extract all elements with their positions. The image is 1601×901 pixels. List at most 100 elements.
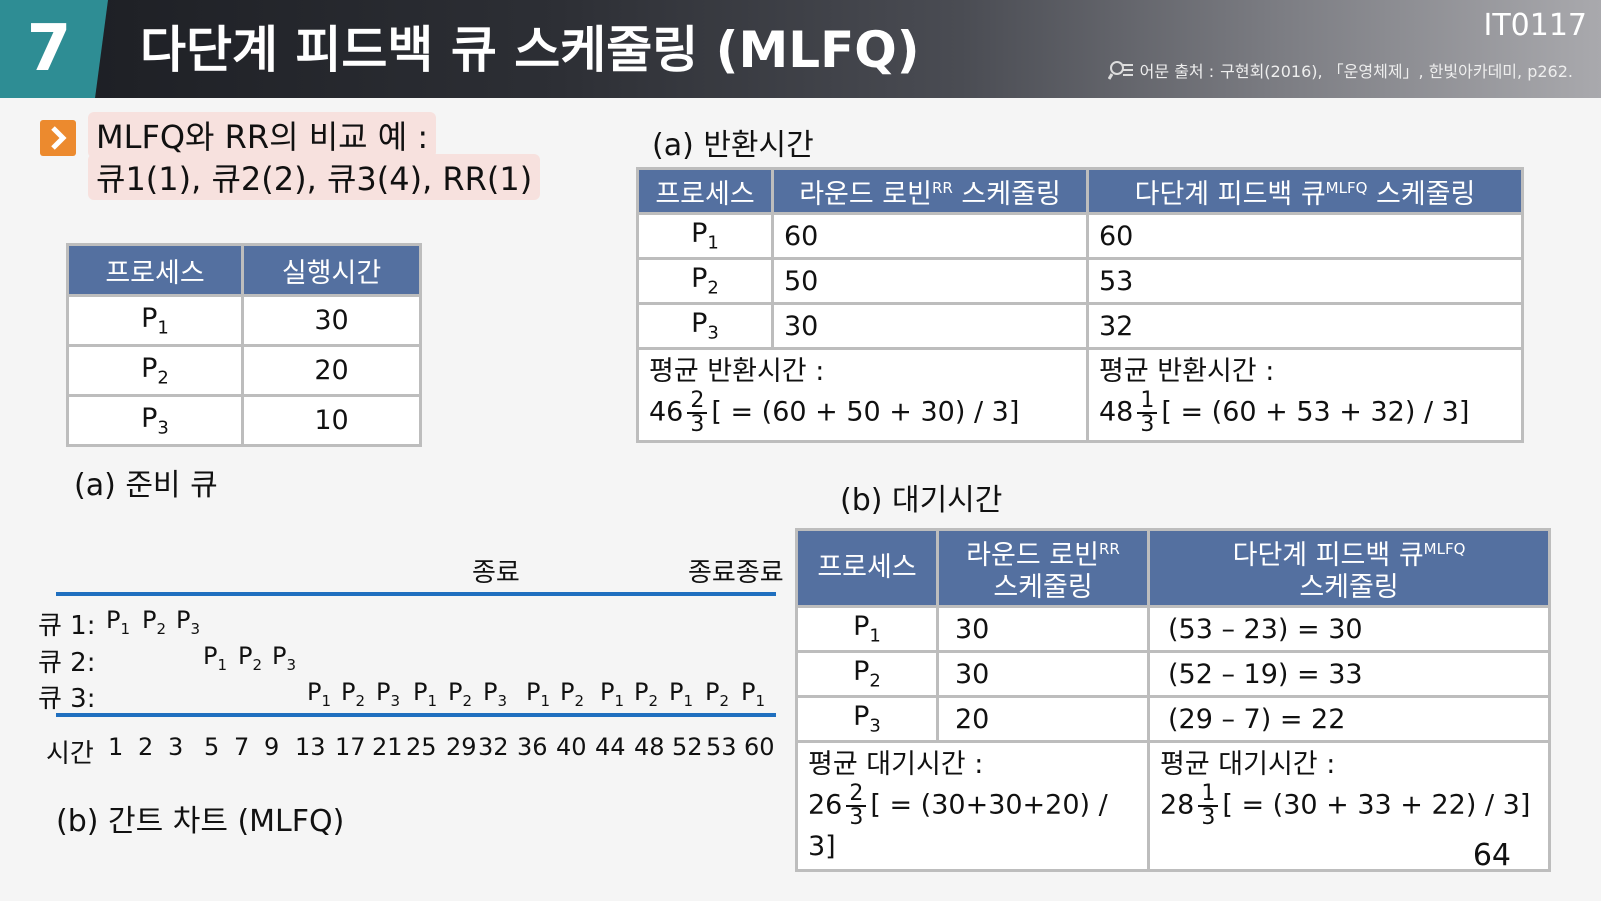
average-label: 평균 반환시간 :	[1099, 356, 1275, 387]
process-cell: P2	[69, 347, 241, 394]
gantt-slot-q3-0: P1	[307, 678, 332, 710]
gantt-slot-q3-10: P1	[669, 678, 694, 710]
time-tick-2: 3	[168, 733, 184, 761]
intro-line-1: MLFQ와 RR의 비교 예 :	[88, 112, 437, 158]
time-tick-17: 53	[706, 733, 737, 761]
gantt-slot-q1-2: P3	[176, 606, 201, 638]
queue-2-label: 큐 2:	[38, 648, 96, 678]
ready-queue-table: 프로세스 실행시간 P1 30 P2 20 P3 10	[66, 243, 422, 447]
turnaround-table: 프로세스 라운드 로빈RR 스케줄링 다단계 피드백 큐MLFQ 스케줄링 P1…	[636, 167, 1524, 443]
time-tick-1: 2	[138, 733, 154, 761]
gantt-slot-q2-1: P2	[238, 642, 263, 674]
turnaround-caption: (a) 반환시간	[652, 128, 814, 163]
gantt-slot-q3-8: P1	[600, 678, 625, 710]
mlfq-cell: (53 – 23) = 30	[1150, 608, 1548, 650]
average-label: 평균 대기시간 :	[808, 749, 984, 780]
source-text: 구현회(2016), 「운영체제」, 한빛아카데미, p262.	[1220, 62, 1573, 81]
mlfq-average-cell: 평균 반환시간 : 48 1 3[ = (60 + 53 + 32) / 3]	[1089, 350, 1521, 440]
time-tick-18: 60	[744, 733, 775, 761]
chapter-number: 7	[0, 0, 108, 98]
time-tick-4: 7	[234, 733, 250, 761]
gantt-slot-q3-1: P2	[341, 678, 366, 710]
gantt-caption: (b) 간트 차트 (MLFQ)	[56, 804, 345, 839]
process-cell: P3	[69, 397, 241, 444]
time-tick-9: 25	[406, 733, 437, 761]
document-code: IT0117	[1483, 8, 1587, 43]
mlfq-cell: 53	[1089, 260, 1521, 302]
waiting-caption: (b) 대기시간	[840, 483, 1003, 518]
process-cell: P2	[798, 653, 936, 695]
rr-average-cell: 평균 반환시간 : 46 2 3[ = (60 + 50 + 30) / 3]	[639, 350, 1086, 440]
time-tick-10: 29	[446, 733, 477, 761]
table-row: P2 30 (52 – 19) = 33	[798, 653, 1548, 695]
time-tick-0: 1	[108, 733, 124, 761]
header-mlfq: 다단계 피드백 큐MLFQ 스케줄링	[1089, 170, 1521, 212]
header-rr: 라운드 로빈RR 스케줄링	[774, 170, 1086, 212]
exec-time-cell: 10	[244, 397, 419, 444]
mlfq-average-cell: 평균 대기시간 : 28 1 3[ = (30 + 33 + 22) / 3]	[1150, 743, 1548, 869]
average-label: 평균 대기시간 :	[1160, 749, 1336, 780]
table-row: P1 30 (53 – 23) = 30	[798, 608, 1548, 650]
gantt-slot-q1-1: P2	[142, 606, 167, 638]
gantt-slot-q3-3: P1	[413, 678, 438, 710]
time-tick-6: 13	[295, 733, 326, 761]
page-title: 다단계 피드백 큐 스케줄링 (MLFQ)	[140, 21, 920, 79]
time-tick-5: 9	[264, 733, 280, 761]
time-tick-16: 52	[672, 733, 703, 761]
time-tick-11: 32	[478, 733, 509, 761]
gantt-slot-q3-5: P3	[483, 678, 508, 710]
process-cell: P3	[798, 698, 936, 740]
process-cell: P2	[639, 260, 771, 302]
rr-cell: 30	[774, 305, 1086, 347]
time-tick-7: 17	[335, 733, 366, 761]
average-label: 평균 반환시간 :	[649, 356, 825, 387]
gantt-slot-q2-2: P3	[272, 642, 297, 674]
intro-line-2: 큐1(1), 큐2(2), 큐3(4), RR(1)	[88, 154, 541, 200]
rr-cell: 30	[939, 608, 1147, 650]
gantt-end-label-2: 종료종료	[688, 558, 784, 588]
gantt-slot-q2-0: P1	[203, 642, 228, 674]
header-rr: 라운드 로빈RR 스케줄링	[939, 531, 1147, 605]
mlfq-cell: 32	[1089, 305, 1521, 347]
time-tick-3: 5	[204, 733, 220, 761]
table-row: P3 30 32	[639, 305, 1521, 347]
rr-cell: 50	[774, 260, 1086, 302]
exec-time-cell: 20	[244, 347, 419, 394]
queue-3-label: 큐 3:	[38, 684, 96, 714]
process-cell: P1	[69, 297, 241, 344]
gantt-top-line	[56, 592, 776, 596]
process-cell: P1	[639, 215, 771, 257]
header-process: 프로세스	[639, 170, 771, 212]
header-bar	[0, 0, 1601, 98]
table-row: P3 20 (29 – 7) = 22	[798, 698, 1548, 740]
gantt-slot-q3-4: P2	[448, 678, 473, 710]
gantt-slot-q1-0: P1	[106, 606, 131, 638]
average-row: 평균 반환시간 : 46 2 3[ = (60 + 50 + 30) / 3] 평균…	[639, 350, 1521, 440]
time-tick-8: 21	[372, 733, 403, 761]
rr-cell: 30	[939, 653, 1147, 695]
ready-queue-caption: (a) 준비 큐	[74, 468, 218, 503]
gantt-slot-q3-7: P2	[560, 678, 585, 710]
time-tick-14: 44	[595, 733, 626, 761]
header-mlfq: 다단계 피드백 큐MLFQ 스케줄링	[1150, 531, 1548, 605]
source-prefix: 어문 출처 :	[1139, 62, 1215, 81]
mlfq-average-value: 28 1 3[ = (30 + 33 + 22) / 3]	[1160, 781, 1531, 830]
waiting-time-table: 프로세스 라운드 로빈RR 스케줄링 다단계 피드백 큐MLFQ 스케줄링 P1 3…	[795, 528, 1551, 872]
gantt-slot-q3-11: P2	[705, 678, 730, 710]
search-book-icon	[1107, 61, 1133, 80]
table-row: P2 20	[69, 347, 419, 394]
chevron-right-icon	[40, 120, 76, 156]
process-cell: P3	[639, 305, 771, 347]
header-process: 프로세스	[69, 246, 241, 294]
time-tick-12: 36	[517, 733, 548, 761]
gantt-slot-q3-2: P3	[376, 678, 401, 710]
source-citation: 어문 출처 : 구현회(2016), 「운영체제」, 한빛아카데미, p262.	[1107, 58, 1573, 82]
queue-1-label: 큐 1:	[38, 611, 96, 641]
mlfq-average-value: 48 1 3[ = (60 + 53 + 32) / 3]	[1099, 388, 1470, 437]
rr-average-value: 26 2 3[ = (30+30+20) / 3]	[808, 781, 1108, 863]
table-row: P2 50 53	[639, 260, 1521, 302]
mlfq-cell: (52 – 19) = 33	[1150, 653, 1548, 695]
gantt-slot-q3-9: P2	[634, 678, 659, 710]
table-row: P1 60 60	[639, 215, 1521, 257]
average-row: 평균 대기시간 : 26 2 3[ = (30+30+20) / 3] 평균 대기시…	[798, 743, 1548, 869]
